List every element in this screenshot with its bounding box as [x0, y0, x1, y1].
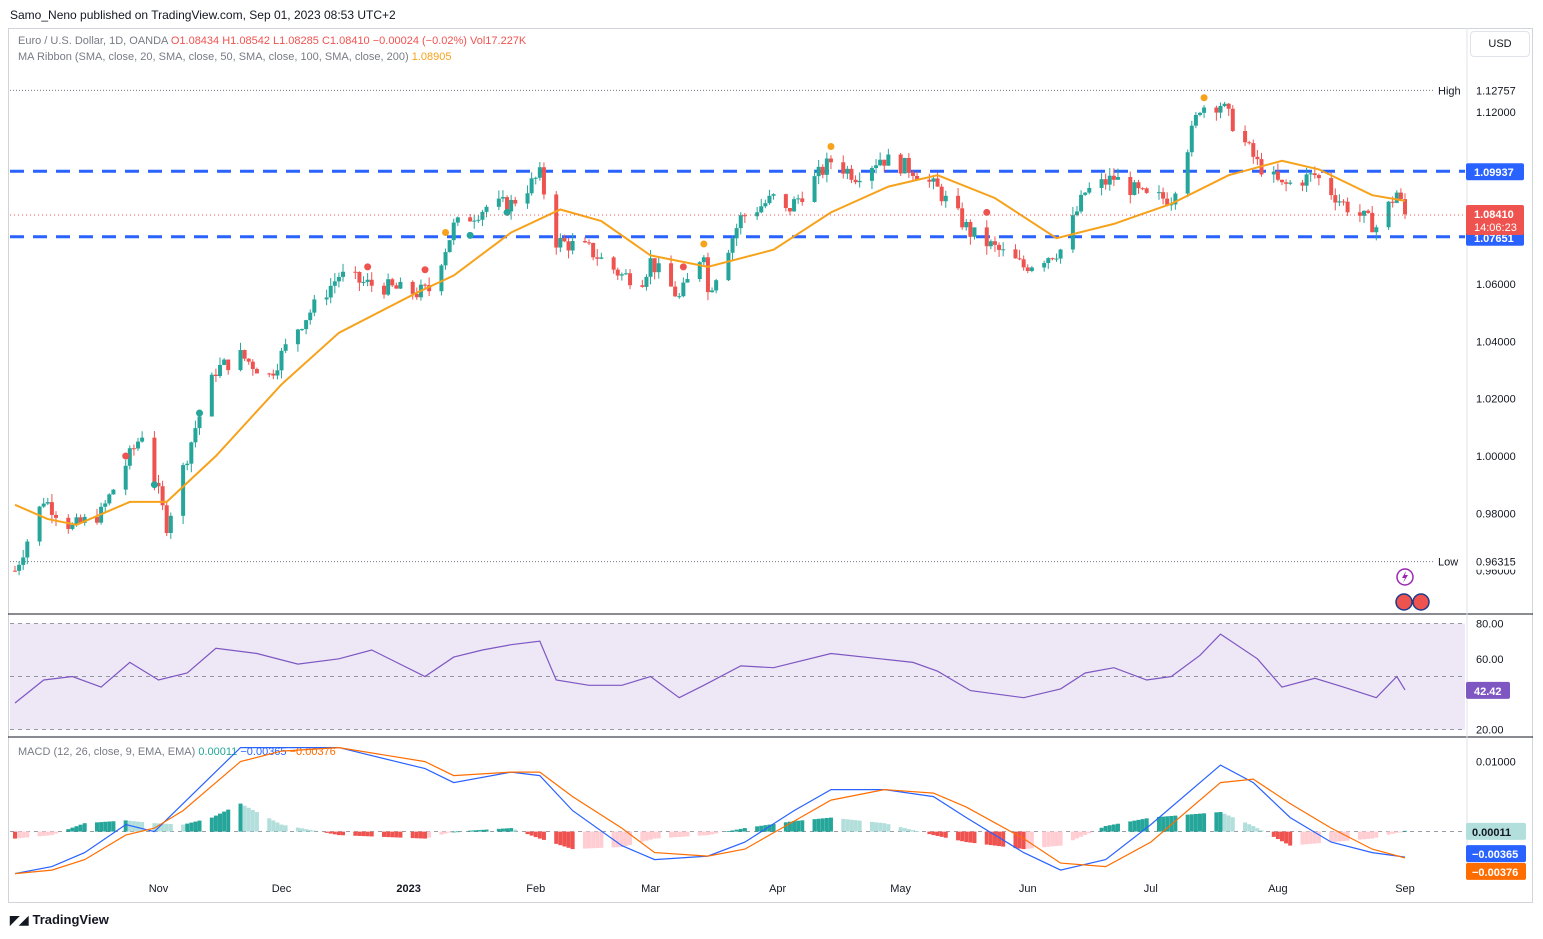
rsi-legend-value: 42.42: [154, 624, 182, 636]
ohlc-open: O1.08434: [170, 35, 220, 47]
ma-ribbon-value: 1.08905: [411, 51, 452, 63]
ohlc-low: L1.08285: [273, 35, 319, 47]
ohlc-close: C1.08410: [321, 35, 370, 47]
tradingview-logo[interactable]: ◤◢ TradingView: [10, 912, 109, 927]
macd-legend[interactable]: MACD (12, 26, close, 9, EMA, EMA) 0.0001…: [18, 746, 336, 758]
chart-frame[interactable]: [8, 28, 1533, 903]
tradingview-brand: TradingView: [32, 912, 109, 927]
volume-value: Vol17.227K: [470, 35, 527, 47]
macd-value: −0.00365: [240, 746, 287, 758]
macd-label: MACD (12, 26, close, 9, EMA, EMA): [18, 746, 196, 758]
published-line: Samo_Neno published on TradingView.com, …: [10, 8, 396, 22]
rsi-label: RSI (14, close, SMA, 20, 2): [18, 624, 152, 636]
ma-ribbon-label: MA Ribbon (SMA, close, 20, SMA, close, 5…: [18, 51, 409, 63]
currency-button[interactable]: USD: [1470, 31, 1530, 57]
symbol-name: Euro / U.S. Dollar, 1D, OANDA: [18, 35, 168, 47]
rsi-legend[interactable]: RSI (14, close, SMA, 20, 2) 42.42: [18, 624, 182, 636]
macd-hist-value: 0.00011: [198, 746, 238, 758]
symbol-legend[interactable]: Euro / U.S. Dollar, 1D, OANDA O1.08434 H…: [18, 35, 526, 47]
ohlc-change: −0.00024 (−0.02%): [372, 35, 467, 47]
ohlc-high: H1.08542: [222, 35, 270, 47]
macd-signal-value: −0.00376: [289, 746, 336, 758]
ma-ribbon-legend[interactable]: MA Ribbon (SMA, close, 20, SMA, close, 5…: [18, 51, 452, 63]
tradingview-logo-icon: ◤◢: [10, 912, 29, 927]
